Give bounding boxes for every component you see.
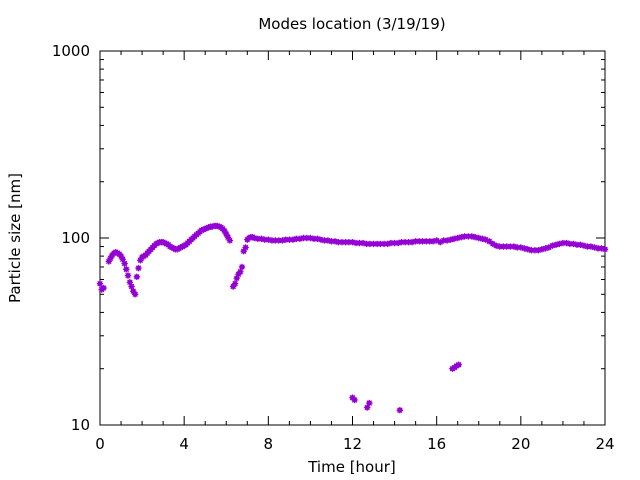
data-point [328,238,335,245]
data-point [363,240,370,248]
data-point [419,238,426,245]
data-point [496,243,503,250]
data-point [342,238,349,246]
data-point [335,238,342,246]
x-tick-label: 24 [595,435,614,453]
data-point [503,243,510,250]
plot-frame [99,50,606,426]
data-point [351,396,358,404]
axis-ticks: 0 4 8 12 16 20 24 10 100 1000 [52,42,615,453]
data-point [124,272,132,279]
chart-title: Modes location (3/19/19) [258,15,445,33]
data-point [345,238,353,246]
data-point [396,406,404,414]
data-point [559,239,567,247]
data-point [422,238,430,245]
data-point [380,240,388,248]
data-point [594,245,602,252]
x-tick-label: 0 [95,435,105,453]
data-point [254,235,262,243]
data-point [426,238,433,245]
data-point [123,266,130,273]
data-point [514,244,521,251]
data-point [531,247,539,254]
data-point [275,237,283,244]
data-point [310,235,318,243]
data-point [96,280,104,287]
data-point [300,234,307,242]
y-tick-label: 1000 [52,42,90,60]
data-point [486,238,493,245]
data-point [566,240,574,248]
data-point [135,264,142,272]
data-point [231,280,239,287]
x-tick-label: 16 [427,435,446,453]
data-point [131,291,139,298]
data-point [401,238,409,246]
y-tick-label: 10 [71,416,90,434]
data-point [377,240,384,248]
data-point [416,238,423,245]
data-point [238,263,246,271]
data-point [601,246,609,253]
data-point [303,234,311,242]
data-point [584,243,591,250]
data-point [500,243,507,250]
x-tick-label: 4 [179,435,189,453]
data-point [237,268,244,275]
data-point [338,238,346,246]
data-point [261,236,268,243]
data-point [356,239,363,247]
data-point [242,244,249,251]
data-point [100,284,107,292]
data-point [293,235,300,243]
data-point [121,260,128,267]
y-axis-label: Particle size [nm] [6,173,24,303]
data-point [370,240,377,248]
x-tick-label: 12 [343,435,362,453]
x-tick-label: 8 [264,435,274,453]
data-point [455,361,462,368]
data-point [352,239,360,247]
data-point [282,236,289,243]
data-point [226,237,234,244]
data-point [268,237,276,244]
data-point [240,247,247,255]
data-point [412,238,419,245]
x-axis-label: Time [hour] [307,458,396,476]
data-points [96,222,609,414]
data-point [507,243,514,250]
data-point [366,240,374,248]
data-point [272,237,279,244]
data-point [373,240,381,248]
data-point [364,404,371,411]
data-point [133,273,141,281]
data-point [405,238,412,246]
data-point [387,239,395,247]
data-point [465,233,472,240]
data-point [321,237,328,244]
data-point [573,241,581,248]
data-point [128,283,135,290]
data-point [440,237,447,244]
data-point [119,256,126,263]
x-tick-label: 20 [511,435,530,453]
y-tick-label: 100 [61,229,90,247]
data-point [366,399,373,407]
data-point [391,239,398,247]
data-point [286,236,293,243]
data-point [528,247,535,254]
data-point [398,238,405,246]
data-point [461,233,468,240]
